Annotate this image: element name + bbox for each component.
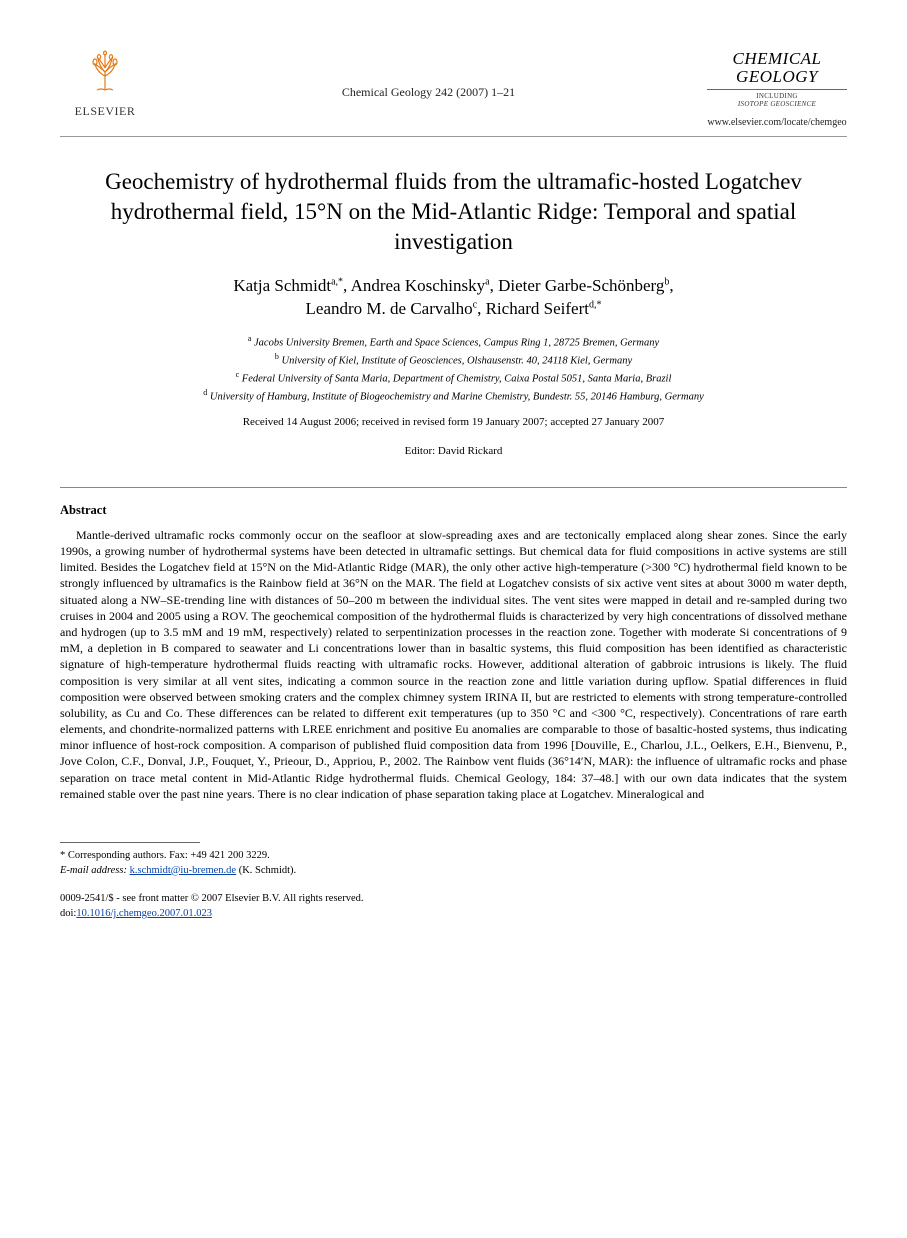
email-line: E-mail address: k.schmidt@iu-bremen.de (… <box>60 864 847 879</box>
affiliation-d: d University of Hamburg, Institute of Bi… <box>60 387 847 405</box>
abstract-heading: Abstract <box>60 502 847 519</box>
journal-logo-title-line1: CHEMICAL <box>733 49 822 68</box>
journal-logo-block: CHEMICAL GEOLOGY INCLUDING ISOTOPE GEOSC… <box>707 50 847 130</box>
author-4-aff: c <box>473 299 477 310</box>
journal-logo-sub-line1: INCLUDING <box>756 92 798 100</box>
affiliation-c-text: Federal University of Santa Maria, Depar… <box>239 373 671 384</box>
corresponding-author-line: * Corresponding authors. Fax: +49 421 20… <box>60 849 847 864</box>
author-2-name: Andrea Koschinsky <box>351 276 486 295</box>
journal-header: ELSEVIER Chemical Geology 242 (2007) 1–2… <box>60 50 847 137</box>
doi-label: doi: <box>60 908 76 919</box>
affiliation-b: b University of Kiel, Institute of Geosc… <box>60 351 847 369</box>
publisher-logo: ELSEVIER <box>60 50 150 119</box>
doi-link[interactable]: 10.1016/j.chemgeo.2007.01.023 <box>76 908 212 919</box>
journal-logo-subtitle: INCLUDING ISOTOPE GEOSCIENCE <box>707 90 847 109</box>
journal-url: www.elsevier.com/locate/chemgeo <box>707 116 847 130</box>
affiliation-a-text: Jacobs University Bremen, Earth and Spac… <box>251 337 659 348</box>
copyright-block: 0009-2541/$ - see front matter © 2007 El… <box>60 892 847 921</box>
author-3-aff: b <box>664 276 669 287</box>
journal-logo-title-line2: GEOLOGY <box>736 67 818 86</box>
affiliation-b-text: University of Kiel, Institute of Geoscie… <box>279 355 632 366</box>
email-author: (K. Schmidt). <box>239 865 296 876</box>
affiliation-c: c Federal University of Santa Maria, Dep… <box>60 369 847 387</box>
author-3-name: Dieter Garbe-Schönberg <box>498 276 664 295</box>
affiliations: a Jacobs University Bremen, Earth and Sp… <box>60 333 847 406</box>
affiliation-d-text: University of Hamburg, Institute of Biog… <box>207 392 703 403</box>
journal-reference: Chemical Geology 242 (2007) 1–21 <box>150 84 707 100</box>
author-1-aff: a, <box>331 276 338 287</box>
author-1-name: Katja Schmidt <box>233 276 331 295</box>
author-5-name: Richard Seifert <box>486 299 589 318</box>
journal-logo-sub-line2: ISOTOPE GEOSCIENCE <box>738 100 816 108</box>
abstract-body: Mantle-derived ultramafic rocks commonly… <box>60 527 847 802</box>
editor-line: Editor: David Rickard <box>60 444 847 459</box>
footnote-block: * Corresponding authors. Fax: +49 421 20… <box>60 849 847 878</box>
author-5-mark: * <box>596 299 601 310</box>
journal-logo-title: CHEMICAL GEOLOGY <box>707 50 847 90</box>
publisher-tree-icon <box>60 50 150 101</box>
copyright-line: 0009-2541/$ - see front matter © 2007 El… <box>60 892 847 907</box>
footnote-separator <box>60 842 200 843</box>
email-label: E-mail address: <box>60 865 127 876</box>
email-link[interactable]: k.schmidt@iu-bremen.de <box>130 865 236 876</box>
author-2-aff: a <box>485 276 489 287</box>
article-title: Geochemistry of hydrothermal fluids from… <box>80 167 827 257</box>
author-1-mark: * <box>338 276 343 287</box>
affiliation-a: a Jacobs University Bremen, Earth and Sp… <box>60 333 847 351</box>
publisher-name: ELSEVIER <box>60 103 150 119</box>
doi-line: doi:10.1016/j.chemgeo.2007.01.023 <box>60 907 847 922</box>
divider <box>60 487 847 488</box>
journal-reference-block: Chemical Geology 242 (2007) 1–21 <box>150 50 707 100</box>
article-dates: Received 14 August 2006; received in rev… <box>60 415 847 430</box>
author-list: Katja Schmidta,*, Andrea Koschinskya, Di… <box>60 275 847 321</box>
author-4-name: Leandro M. de Carvalho <box>306 299 473 318</box>
